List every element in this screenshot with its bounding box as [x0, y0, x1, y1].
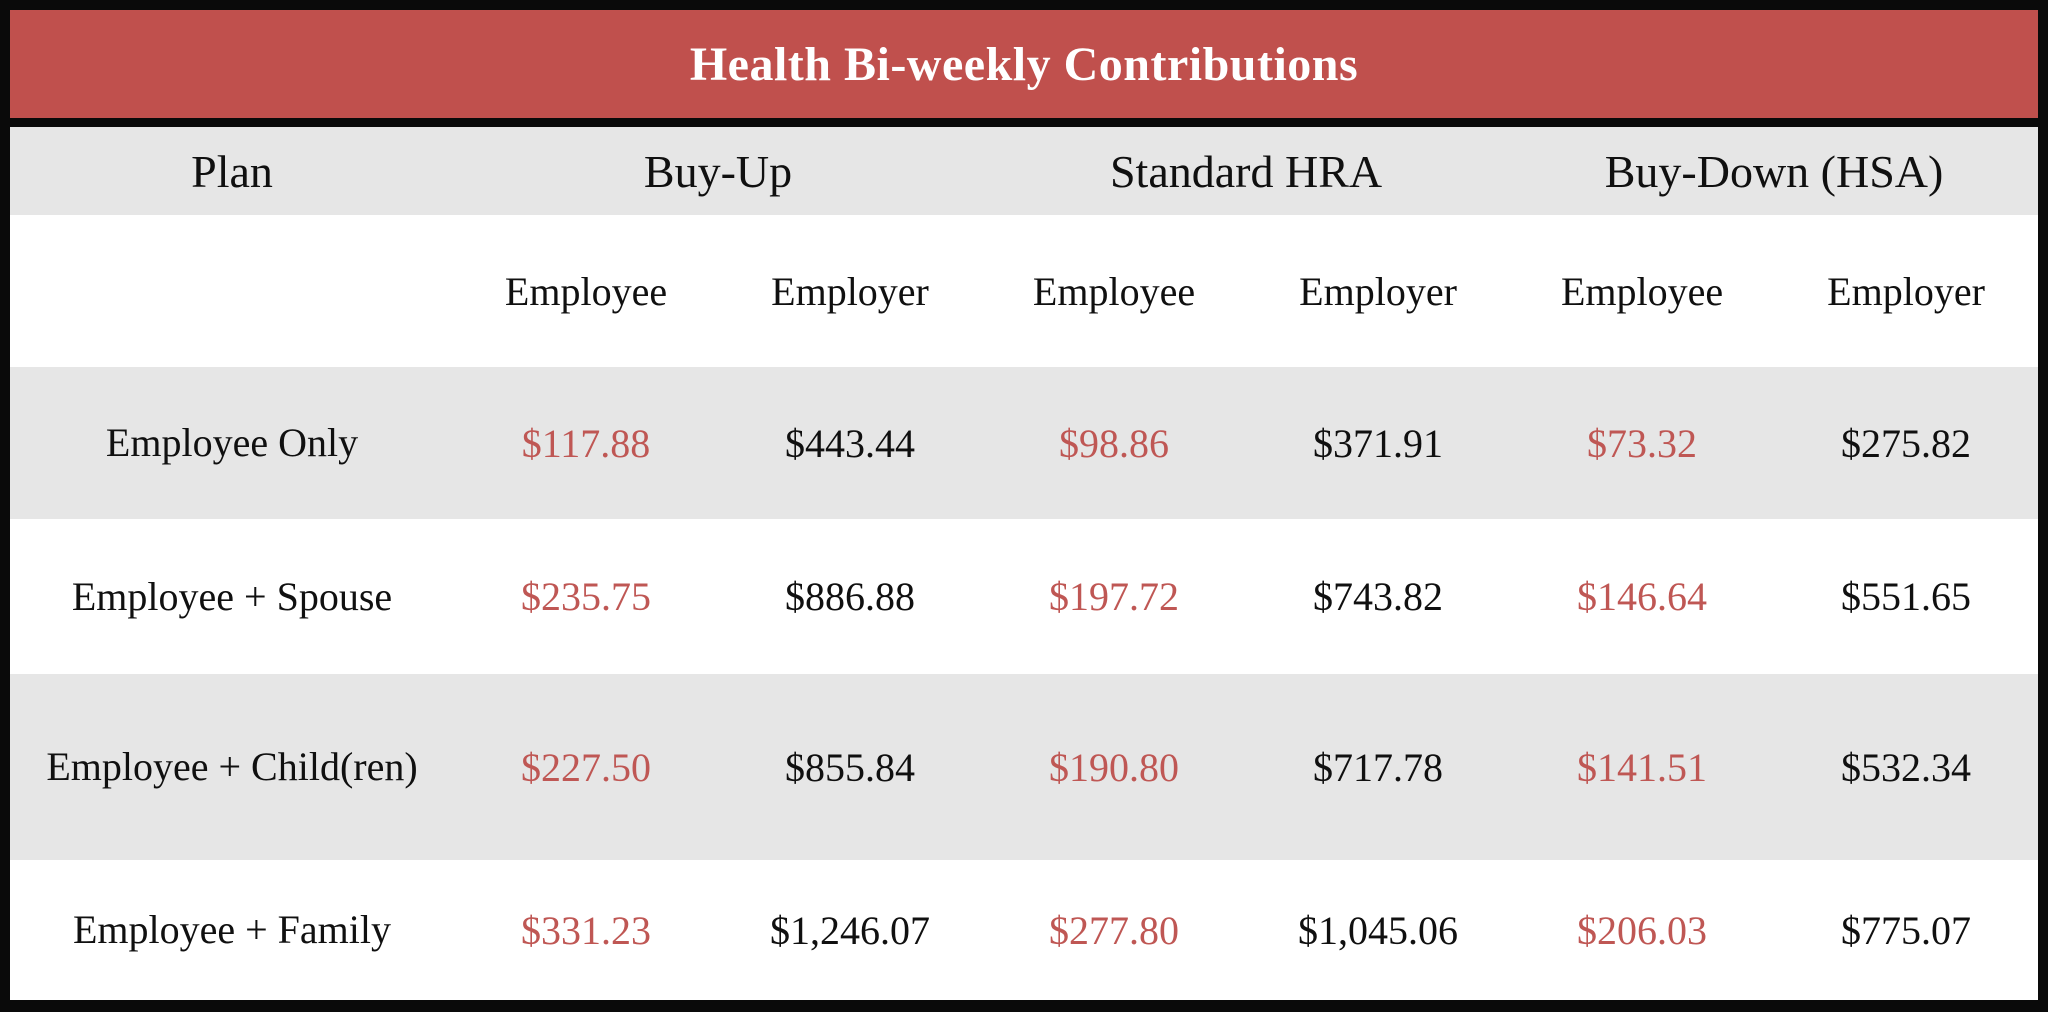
sub-header-row: Employee Employer Employee Employer Empl… [10, 215, 2039, 367]
employer-amount-cell: $532.34 [1841, 744, 1972, 790]
employee-amount-cell: $277.80 [1049, 907, 1180, 953]
plan-cell: Employee + Child(ren) [46, 744, 418, 789]
table-row-employee-only: Employee Only $117.88 $443.44 $98.86 $37… [10, 367, 2039, 519]
employer-amount-cell: $371.91 [1313, 420, 1444, 466]
employer-amount-cell: $275.82 [1841, 420, 1972, 466]
employee-amount-cell: $141.51 [1577, 744, 1708, 790]
employer-amount-cell: $717.78 [1313, 744, 1444, 790]
group-header-row: Plan Buy-Up Standard HRA Buy-Down (HSA) [10, 127, 2039, 215]
employee-amount-cell: $331.23 [521, 907, 651, 953]
subheader-employer: Employer [771, 268, 929, 314]
employer-amount-cell: $551.65 [1841, 574, 1972, 619]
employer-amount-cell: $1,045.06 [1298, 907, 1459, 953]
employee-amount-cell: $117.88 [521, 420, 651, 466]
plan-cell: Employee + Spouse [71, 573, 393, 619]
employee-amount-cell: $235.75 [521, 574, 651, 619]
contributions-table: Plan Buy-Up Standard HRA Buy-Down (HSA) … [10, 127, 2039, 1000]
subheader-employee: Employee [1032, 268, 1196, 314]
table-row-employee-family: Employee + Family $331.23 $1,246.07 $277… [10, 860, 2039, 1000]
employee-amount-cell: $197.72 [1049, 574, 1180, 619]
employee-amount-cell: $227.50 [521, 744, 651, 790]
employee-amount-cell: $206.03 [1577, 907, 1708, 953]
employer-amount-cell: $886.88 [785, 574, 915, 619]
plan-cell: Employee + Family [72, 907, 392, 952]
employee-amount-cell: $98.86 [1059, 420, 1170, 466]
employer-amount-cell: $1,246.07 [770, 907, 930, 953]
subheader-employee: Employee [1560, 268, 1724, 314]
employer-amount-cell: $775.07 [1841, 907, 1972, 953]
group-header-standard-hra: Standard HRA [1109, 145, 1383, 197]
table-row-employee-children: Employee + Child(ren) $227.50 $855.84 $1… [10, 674, 2039, 860]
subheader-employer: Employer [1299, 268, 1457, 314]
employer-amount-cell: $855.84 [785, 744, 915, 790]
employer-amount-cell: $743.82 [1313, 574, 1444, 619]
employee-amount-cell: $73.32 [1587, 420, 1698, 466]
table-title-bar: Health Bi-weekly Contributions [10, 10, 2038, 127]
plan-subheader-empty [10, 215, 454, 367]
table-row-employee-spouse: Employee + Spouse $235.75 $886.88 $197.7… [10, 519, 2039, 674]
group-header-buy-down-hsa: Buy-Down (HSA) [1604, 145, 1944, 197]
plan-column-header: Plan [191, 145, 273, 197]
employee-amount-cell: $146.64 [1577, 574, 1708, 619]
plan-cell: Employee Only [105, 420, 359, 465]
employer-amount-cell: $443.44 [785, 420, 915, 466]
table-title: Health Bi-weekly Contributions [689, 37, 1359, 91]
subheader-employer: Employer [1827, 268, 1985, 314]
subheader-employee: Employee [504, 268, 668, 314]
group-header-buy-up: Buy-Up [643, 145, 793, 197]
employee-amount-cell: $190.80 [1049, 744, 1180, 790]
